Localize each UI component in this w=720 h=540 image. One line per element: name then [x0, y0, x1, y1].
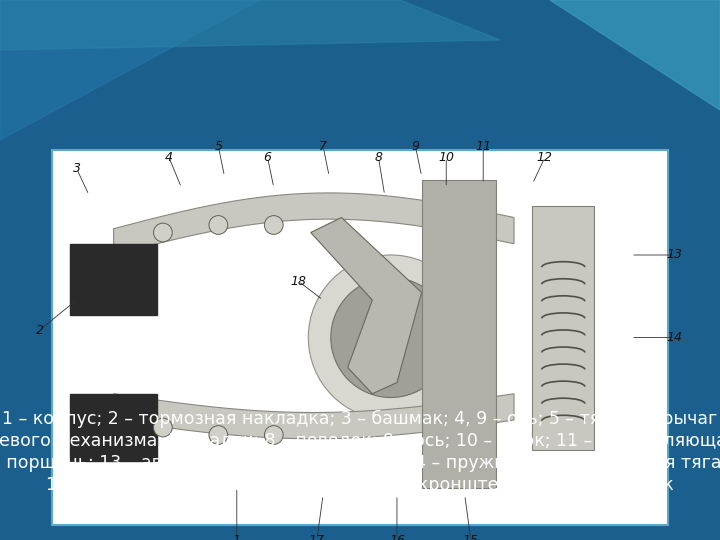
Polygon shape: [0, 0, 500, 50]
Circle shape: [308, 255, 473, 420]
Text: клещевого механизма; 7 – валик; 8 – поводок; 9 – ось; 10 – шток; 11 – направляющ: клещевого механизма; 7 – валик; 8 – пово…: [0, 432, 720, 450]
Circle shape: [153, 223, 172, 242]
Text: 5: 5: [215, 140, 222, 153]
Text: 2: 2: [36, 323, 44, 336]
Bar: [52, 150, 668, 525]
Bar: [71, 394, 157, 461]
Text: 1 – корпус; 2 – тормозная накладка; 3 – башмак; 4, 9 – ось; 5 – тяга; 6 – рычаг: 1 – корпус; 2 – тормозная накладка; 3 – …: [2, 410, 718, 428]
Text: 16: 16: [389, 534, 405, 540]
Bar: [422, 180, 495, 488]
Circle shape: [153, 418, 172, 437]
Text: 7: 7: [319, 140, 327, 153]
Text: 14: 14: [666, 331, 682, 344]
Text: 9: 9: [411, 140, 420, 153]
Circle shape: [209, 426, 228, 444]
Text: 8: 8: [374, 151, 382, 164]
Bar: [533, 206, 594, 450]
Circle shape: [330, 278, 451, 397]
Text: 11: 11: [475, 140, 491, 153]
Circle shape: [209, 215, 228, 234]
Text: 12: 12: [537, 151, 553, 164]
Text: 3: 3: [73, 162, 81, 176]
Text: 4: 4: [165, 151, 173, 164]
Polygon shape: [114, 193, 514, 255]
Text: 1: 1: [233, 534, 240, 540]
Polygon shape: [114, 394, 514, 438]
Text: 16 – двуплечий перекидной рычаг; 17 – кронштейн;  18 – хвостовик: 16 – двуплечий перекидной рычаг; 17 – кр…: [46, 476, 674, 494]
Text: 6: 6: [264, 151, 271, 164]
Text: 10: 10: [438, 151, 454, 164]
Polygon shape: [311, 218, 422, 394]
Bar: [71, 244, 157, 315]
Polygon shape: [0, 0, 260, 140]
Circle shape: [264, 215, 283, 234]
Text: 13: 13: [666, 248, 682, 261]
Polygon shape: [550, 0, 720, 110]
Circle shape: [264, 426, 283, 444]
Text: 18: 18: [290, 275, 307, 288]
Text: 15: 15: [463, 534, 479, 540]
Text: 17: 17: [309, 534, 325, 540]
Text: – поршень; 13 – автоматический регулятор; 14 – пружина; 15 – нажимная тяга;: – поршень; 13 – автоматический регулятор…: [0, 454, 720, 472]
